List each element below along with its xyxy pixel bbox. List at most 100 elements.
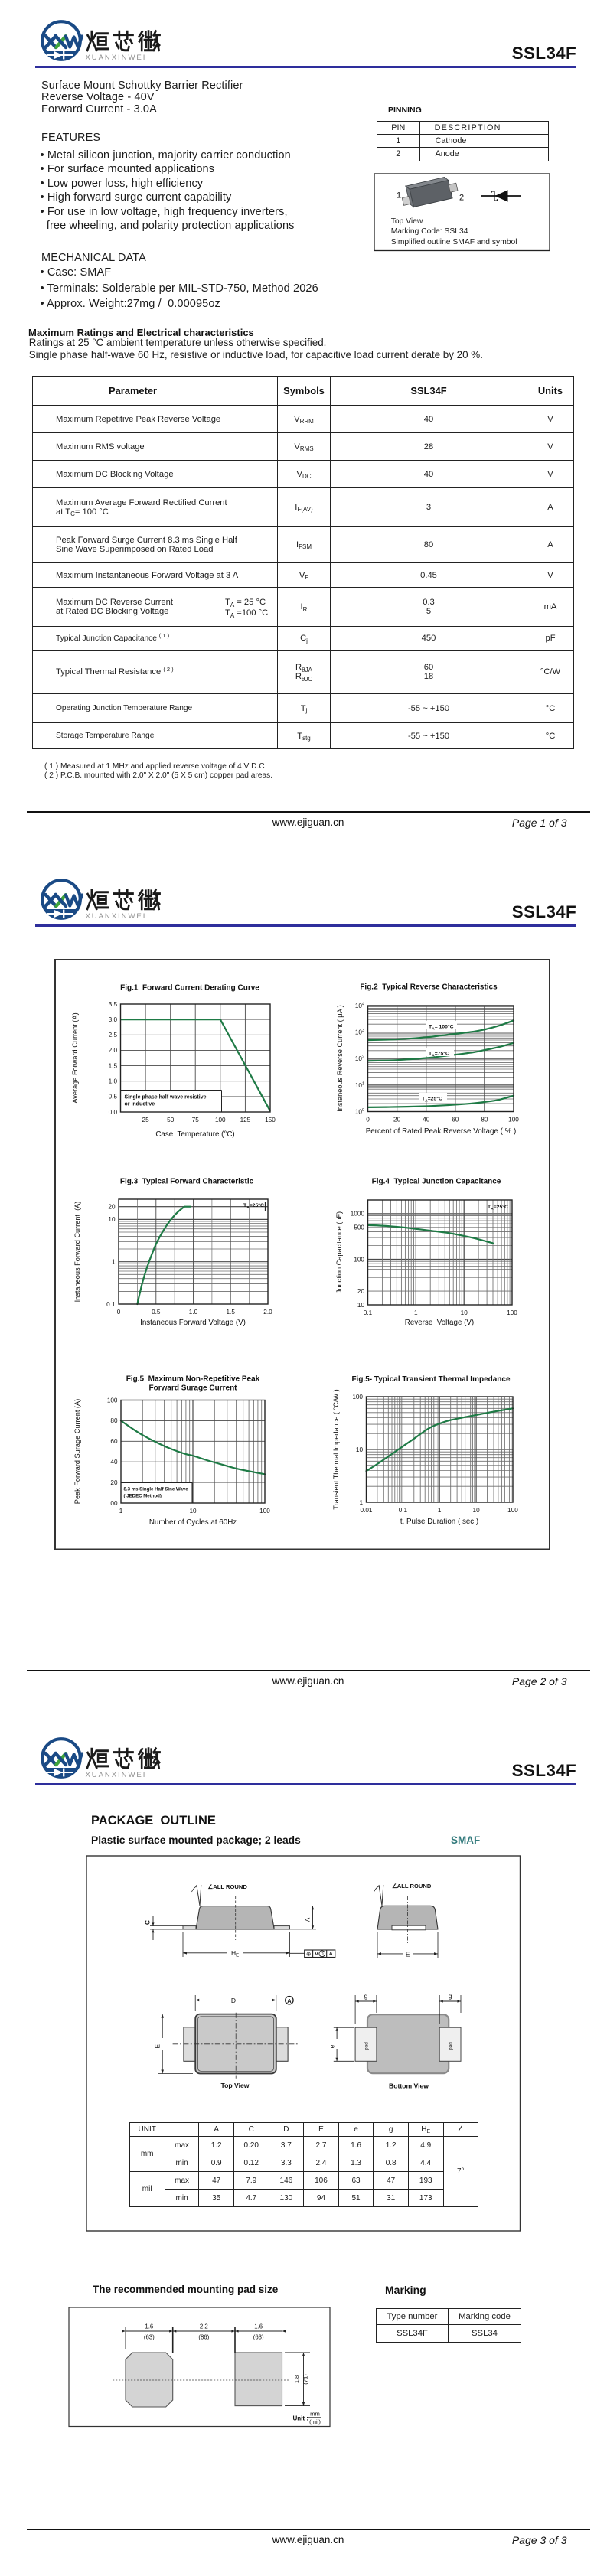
svg-text:( JEDEC Method): ( JEDEC Method) [124,1494,162,1499]
svg-text:75: 75 [192,1117,200,1123]
svg-text:pad: pad [449,2042,454,2050]
svg-text:Case Temperature (°C): Case Temperature (°C) [155,1130,234,1139]
svg-text:XUANXINWEI: XUANXINWEI [86,54,147,62]
svg-text:1.8: 1.8 [293,2375,300,2384]
svg-text:mm: mm [310,2411,320,2418]
svg-text:2.2: 2.2 [200,2323,208,2330]
svg-text:XUANXINWEI: XUANXINWEI [86,1771,147,1779]
svg-text:40: 40 [423,1117,430,1123]
svg-text:50: 50 [167,1117,175,1123]
svg-text:e: e [328,2044,336,2048]
svg-text:Instaneous Forward Current (A: Instaneous Forward Current (A) [73,1202,81,1303]
svg-text:25: 25 [142,1117,150,1123]
svg-text:100: 100 [507,1507,518,1514]
svg-text:0: 0 [321,1952,324,1957]
svg-text:TA=25°C: TA=25°C [422,1096,442,1104]
svg-text:Junction Capacitance (pF): Junction Capacitance (pF) [335,1211,343,1293]
svg-text:A: A [329,1952,333,1957]
svg-text:1: 1 [112,1259,116,1266]
svg-text:HE: HE [231,1949,239,1958]
svg-text:150: 150 [265,1117,276,1123]
svg-text:10: 10 [357,1302,365,1309]
svg-text:60: 60 [110,1438,118,1445]
svg-text:1.5: 1.5 [109,1062,118,1069]
svg-text:80: 80 [481,1117,488,1123]
svg-text:A: A [287,1997,292,2004]
svg-text:g: g [449,1992,452,2000]
svg-text:20: 20 [110,1479,118,1486]
svg-text:10: 10 [461,1309,468,1316]
svg-text:0.1: 0.1 [106,1301,116,1308]
svg-text:103: 103 [355,1029,364,1036]
svg-text:100: 100 [354,1256,364,1263]
svg-text:Fig.3 Typical Forward Charact: Fig.3 Typical Forward Characteristic [120,1178,254,1186]
svg-text:Fig.2 Typical Reverse Charact: Fig.2 Typical Reverse Characteristics [360,983,498,992]
svg-text:pad: pad [364,2042,370,2050]
svg-text:1: 1 [414,1309,418,1316]
svg-text:Fig.4 Typical Junction Capaci: Fig.4 Typical Junction Capacitance [372,1178,501,1186]
svg-text:100: 100 [215,1117,226,1123]
svg-text:(86): (86) [198,2334,209,2341]
svg-text:Peak Forward Surage Current (A: Peak Forward Surage Current (A) [73,1399,81,1504]
svg-text:0.5: 0.5 [109,1094,118,1101]
svg-text:0.1: 0.1 [364,1309,373,1316]
svg-text:(71): (71) [302,2374,309,2385]
svg-text:10: 10 [108,1216,116,1223]
svg-text:1: 1 [397,191,401,201]
svg-text:Unit :: Unit : [293,2415,308,2422]
svg-text:0.1: 0.1 [399,1507,408,1514]
svg-text:2.5: 2.5 [109,1032,118,1039]
svg-text:TA=75°C: TA=75°C [429,1051,449,1058]
svg-text:Average Forward Current (A): Average Forward Current (A) [71,1012,79,1103]
svg-text:10: 10 [356,1446,364,1453]
svg-text:Percent of Rated Peak Reverse: Percent of Rated Peak Reverse Voltage ( … [366,1127,517,1136]
svg-text:Single phase half wave resisti: Single phase half wave resistive [125,1095,207,1101]
svg-text:(mil): (mil) [309,2418,321,2425]
svg-text:TA= 100°C: TA= 100°C [429,1024,454,1032]
svg-text:00: 00 [110,1500,118,1507]
svg-text:10: 10 [473,1507,481,1514]
svg-text:0.5: 0.5 [152,1309,161,1316]
svg-text:100: 100 [508,1117,519,1123]
svg-text:D: D [231,1997,236,2004]
svg-text:20: 20 [108,1204,116,1211]
svg-text:1: 1 [119,1508,123,1515]
svg-text:0.01: 0.01 [361,1507,373,1514]
svg-text:g: g [364,1992,368,2000]
svg-text:TA=25°C: TA=25°C [488,1204,508,1211]
svg-text:Number of Cycles at 60Hz: Number of Cycles at 60Hz [149,1518,237,1527]
svg-text:0.0: 0.0 [109,1109,118,1116]
svg-text:1.6: 1.6 [145,2323,153,2330]
svg-text:500: 500 [354,1224,364,1231]
svg-text:Reverse Voltage (V): Reverse Voltage (V) [405,1319,474,1327]
svg-text:2.0: 2.0 [109,1047,118,1054]
svg-text:1.5: 1.5 [227,1309,236,1316]
svg-text:100: 100 [507,1309,517,1316]
svg-text:100: 100 [352,1394,363,1400]
svg-text:V: V [315,1952,318,1957]
svg-text:100: 100 [355,1108,364,1116]
svg-text:(63): (63) [144,2334,155,2341]
svg-text:Fig.5 Maximum Non-Repetitive: Fig.5 Maximum Non-Repetitive Peak [126,1375,260,1384]
svg-text:1.0: 1.0 [109,1078,118,1085]
svg-text:1000: 1000 [351,1211,365,1218]
svg-text:101: 101 [355,1081,364,1089]
svg-text:20: 20 [393,1117,401,1123]
svg-text:Bottom View: Bottom View [389,2082,429,2090]
svg-text:0: 0 [366,1117,370,1123]
svg-text:80: 80 [110,1417,118,1424]
svg-text:Instaneous Reverse Current ( μ: Instaneous Reverse Current ( μA ) [336,1005,344,1112]
svg-text:Top View: Top View [221,2082,250,2089]
svg-text:1.6: 1.6 [254,2323,263,2330]
svg-text:or inductive: or inductive [125,1102,155,1107]
svg-text:⊕: ⊕ [306,1950,311,1957]
svg-text:40: 40 [110,1459,118,1466]
svg-text:t, Pulse Duration ( sec ): t, Pulse Duration ( sec ) [400,1518,478,1526]
svg-text:3.5: 3.5 [109,1001,118,1008]
svg-text:20: 20 [357,1288,365,1295]
svg-text:Fig.1 Forward Current Deratin: Fig.1 Forward Current Derating Curve [120,984,259,993]
svg-text:TA=25°C: TA=25°C [243,1202,264,1210]
svg-text:Fig.5- Typical Transient Therm: Fig.5- Typical Transient Thermal Impedan… [351,1375,511,1384]
svg-text:104: 104 [355,1003,364,1010]
svg-text:∠ALL ROUND: ∠ALL ROUND [208,1883,248,1890]
